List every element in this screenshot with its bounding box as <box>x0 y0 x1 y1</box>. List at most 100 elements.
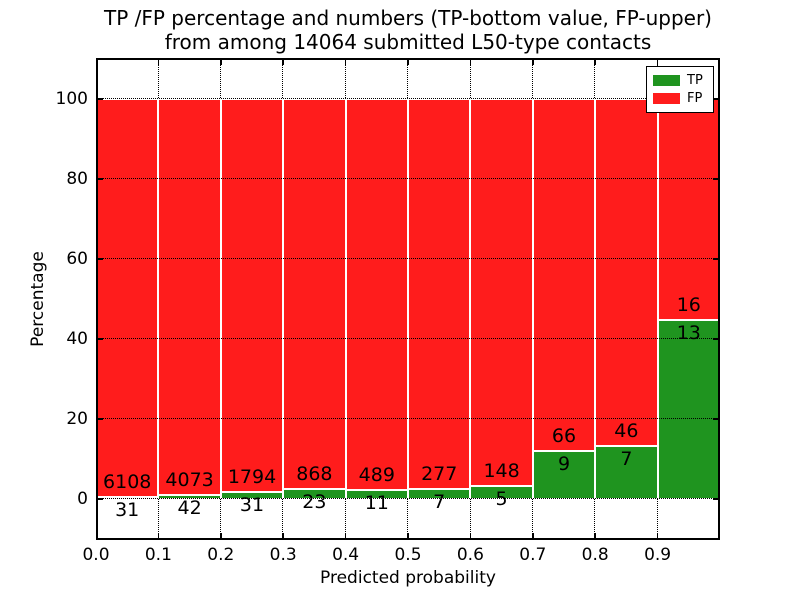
x-tick-label: 0.9 <box>644 545 672 565</box>
tp-count-label: 31 <box>115 498 140 521</box>
fp-bar-segment <box>595 99 658 447</box>
x-tick-mark-top <box>469 58 472 65</box>
x-tick-mark-top <box>282 58 284 65</box>
chart-title: TP /FP percentage and numbers (TP-bottom… <box>96 6 720 54</box>
x-tick-label: 0.0 <box>82 545 110 565</box>
y-tick-mark <box>96 338 103 340</box>
tp-count-label: 11 <box>364 492 389 515</box>
x-tick-mark-top <box>407 58 409 65</box>
fp-count-label: 16 <box>676 293 701 316</box>
x-tick-label: 0.4 <box>332 545 360 565</box>
x-tick-mark <box>344 533 347 540</box>
fp-bar-segment <box>158 99 221 495</box>
y-tick-mark-right <box>713 178 720 180</box>
x-tick-mark-top <box>594 58 596 65</box>
fp-count-label: 489 <box>358 464 395 487</box>
tp-count-label: 7 <box>620 448 633 471</box>
horizontal-gridline <box>96 418 720 420</box>
tp-count-label: 31 <box>239 494 265 517</box>
fp-legend-swatch <box>653 93 680 104</box>
y-tick-label: 100 <box>55 89 88 109</box>
fp-bar-segment <box>408 99 471 490</box>
y-tick-mark-right <box>713 338 720 340</box>
x-tick-label: 0.3 <box>269 545 297 565</box>
y-tick-label: 60 <box>66 249 88 269</box>
x-tick-label: 0.5 <box>394 545 422 565</box>
x-tick-mark <box>532 533 534 540</box>
horizontal-gridline <box>96 498 720 500</box>
y-tick-label: 0 <box>77 489 88 509</box>
tp-count-label: 23 <box>302 490 327 513</box>
x-tick-mark-top <box>157 58 160 65</box>
tp-legend-swatch <box>653 75 680 86</box>
y-tick-mark-right <box>713 98 720 100</box>
y-tick-mark <box>96 498 103 500</box>
fp-count-label: 46 <box>614 420 639 443</box>
legend-entry-label: FP <box>687 91 703 106</box>
x-tick-mark <box>718 533 720 540</box>
y-tick-label: 20 <box>66 409 88 429</box>
x-tick-mark <box>282 533 284 540</box>
horizontal-gridline <box>96 258 720 260</box>
fp-bar-segment <box>220 99 284 493</box>
fp-count-label: 4073 <box>165 468 214 491</box>
plot-area: TP FP 6108 31 4073 42 1794 31 868 23 489 11 277 7 148… <box>96 58 720 540</box>
fp-bar-segment <box>345 99 408 491</box>
y-tick-mark-right <box>713 418 720 420</box>
tp-bar-segment <box>595 446 658 499</box>
x-tick-mark <box>157 533 160 540</box>
legend: TP FP <box>646 66 714 113</box>
x-axis-label: Predicted probability <box>320 568 496 588</box>
x-tick-mark <box>656 533 659 540</box>
x-tick-label: 0.6 <box>456 545 484 565</box>
x-tick-mark <box>594 533 596 540</box>
chart-title-line1: TP /FP percentage and numbers (TP-bottom… <box>104 6 712 30</box>
horizontal-gridline <box>96 98 720 100</box>
tp-count-label: 5 <box>495 487 508 510</box>
tp-count-label: 9 <box>557 453 571 475</box>
x-tick-mark-top <box>96 58 98 65</box>
horizontal-gridline <box>96 338 720 340</box>
chart-title-line2: from among 14064 submitted L50-type cont… <box>164 30 652 54</box>
y-tick-label: 40 <box>66 329 88 349</box>
x-tick-label: 0.2 <box>207 545 235 565</box>
tp-count-label: 7 <box>433 491 446 514</box>
fp-bar-segment <box>470 99 533 486</box>
x-tick-mark <box>220 533 222 540</box>
y-tick-mark <box>96 418 103 420</box>
fp-count-label: 6108 <box>103 470 152 493</box>
tp-bar-segment <box>657 319 720 499</box>
y-tick-mark-right <box>713 258 720 260</box>
x-tick-mark-top <box>344 58 347 65</box>
x-tick-mark <box>96 533 98 540</box>
fp-count-label: 277 <box>421 463 458 486</box>
y-tick-mark <box>96 98 103 100</box>
tp-count-label: 13 <box>676 321 701 344</box>
fp-bar-segment <box>283 99 346 489</box>
fp-count-label: 66 <box>551 425 577 447</box>
fp-bar-segment <box>96 99 159 497</box>
fp-count-label: 1794 <box>227 466 277 489</box>
x-tick-mark <box>469 533 472 540</box>
x-tick-mark-top <box>718 58 720 65</box>
legend-entry: FP <box>653 92 707 105</box>
x-tick-label: 0.1 <box>144 545 172 565</box>
y-tick-mark <box>96 258 103 260</box>
x-tick-label: 0.8 <box>581 545 609 565</box>
x-tick-mark-top <box>532 58 534 65</box>
y-tick-mark-right <box>713 498 720 500</box>
y-tick-mark <box>96 178 103 180</box>
fp-count-label: 148 <box>483 459 520 482</box>
legend-entry-label: TP <box>687 73 703 88</box>
fp-bar-segment <box>657 99 720 320</box>
fp-count-label: 868 <box>296 462 333 485</box>
tp-count-label: 42 <box>177 496 202 519</box>
x-tick-mark <box>407 533 409 540</box>
x-tick-mark-top <box>656 58 659 65</box>
y-tick-label: 80 <box>66 169 88 189</box>
fp-bar-segment <box>532 99 596 451</box>
x-tick-label: 0.7 <box>519 545 547 565</box>
horizontal-gridline <box>96 178 720 180</box>
legend-entry: TP <box>653 74 707 87</box>
